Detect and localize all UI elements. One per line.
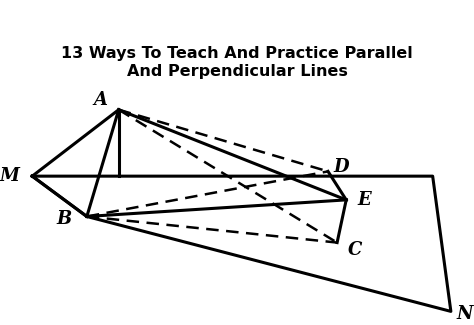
Text: D: D bbox=[334, 158, 349, 176]
Text: 13 Ways To Teach And Practice Parallel
And Perpendicular Lines: 13 Ways To Teach And Practice Parallel A… bbox=[61, 46, 413, 79]
Text: E: E bbox=[357, 191, 371, 209]
Text: B: B bbox=[56, 210, 72, 228]
Text: N: N bbox=[456, 305, 473, 323]
Text: M: M bbox=[0, 167, 19, 185]
Text: C: C bbox=[348, 241, 363, 259]
Text: A: A bbox=[93, 91, 108, 109]
